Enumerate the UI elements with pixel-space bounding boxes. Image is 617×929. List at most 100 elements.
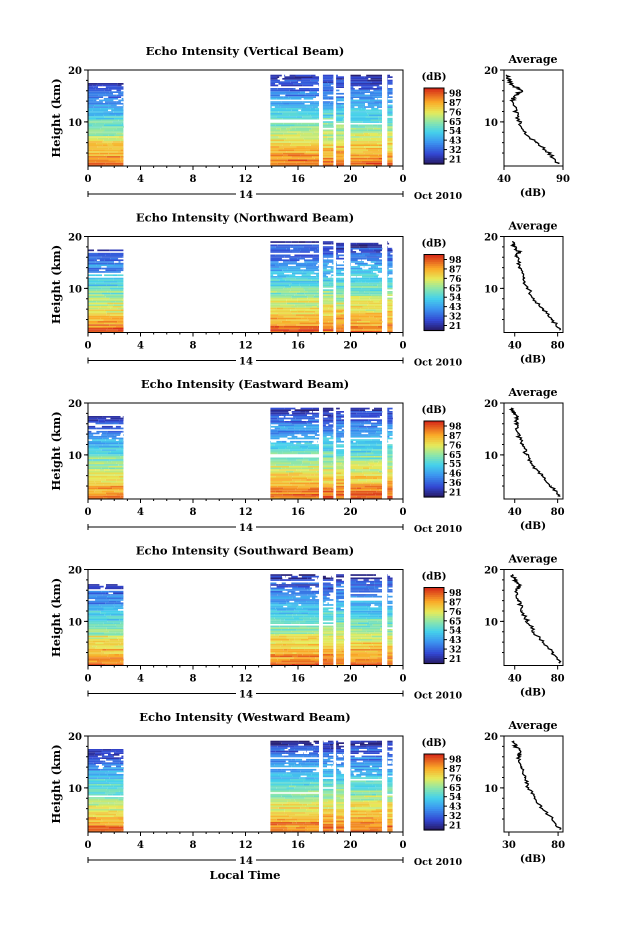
heatmap-cell	[122, 605, 124, 608]
heatmap-cell	[110, 307, 118, 310]
heatmap-cell	[322, 805, 334, 808]
heatmap-cell	[378, 264, 382, 267]
heatmap-cell	[322, 151, 334, 153]
heatmap-cell	[120, 783, 124, 786]
y-tick-label: 10	[68, 617, 82, 628]
heatmap-cell	[336, 267, 344, 270]
heatmap-cell	[387, 162, 393, 165]
heatmap-cell	[350, 312, 366, 315]
heatmap-cell	[336, 319, 344, 321]
heatmap-cell	[336, 327, 341, 330]
heatmap-cell	[368, 414, 380, 416]
heatmap-cell	[387, 655, 393, 658]
colorbar-segment	[424, 296, 444, 299]
heatmap-cell	[312, 407, 319, 410]
heatmap-cell	[270, 823, 278, 826]
heatmap-cell	[96, 84, 103, 87]
heatmap-cell	[387, 286, 393, 288]
heatmap-cell	[300, 154, 319, 157]
heatmap-cell	[368, 797, 382, 799]
heatmap-cell	[336, 102, 344, 105]
heatmap-cell	[113, 755, 114, 758]
heatmap-cell	[93, 86, 98, 88]
heatmap-cell	[350, 432, 362, 435]
colorbar-segment	[424, 466, 444, 470]
heatmap-cell	[322, 643, 334, 646]
heatmap-cell	[336, 309, 344, 311]
heatmap-cell	[88, 477, 101, 480]
heatmap-cell	[322, 152, 334, 155]
heatmap-cell	[291, 435, 298, 438]
heatmap-cell	[371, 424, 382, 426]
heatmap-cell	[109, 91, 121, 93]
colorbar-segment	[424, 265, 444, 269]
heatmap-cell	[270, 97, 277, 100]
colorbar-segment	[424, 655, 444, 659]
heatmap-cell	[387, 81, 393, 83]
heatmap-cell	[350, 462, 369, 465]
heatmap-cell	[270, 101, 282, 103]
heatmap-cell	[270, 782, 292, 784]
heatmap-cell	[116, 132, 123, 135]
heatmap-cell	[341, 419, 344, 421]
heatmap-cell	[118, 777, 124, 779]
heatmap-cell	[88, 657, 110, 659]
heatmap-cell	[88, 822, 100, 824]
x-tick-label: 12	[239, 674, 253, 685]
average-profile-point	[551, 318, 553, 321]
heatmap-cell	[302, 653, 319, 656]
heatmap-cell	[350, 629, 356, 631]
heatmap-cell	[105, 492, 120, 495]
colorbar-segment	[424, 453, 444, 456]
heatmap-cell	[342, 752, 344, 754]
heatmap-cell	[378, 435, 382, 438]
heatmap-cell	[88, 803, 99, 806]
heatmap-cell	[322, 157, 334, 160]
heatmap-cell	[322, 625, 334, 628]
heatmap-cell	[110, 104, 117, 107]
heatmap-cell	[88, 455, 102, 458]
heatmap-cell	[304, 744, 314, 746]
heatmap-cell	[270, 111, 279, 113]
heatmap-cell	[336, 487, 344, 490]
heatmap-cell	[381, 247, 383, 250]
heatmap-cell	[330, 489, 334, 491]
heatmap-cell	[103, 624, 116, 626]
colorbar-segment	[424, 116, 444, 119]
heatmap-cell	[88, 770, 109, 773]
heatmap-cell	[350, 422, 361, 425]
heatmap-cell	[270, 161, 285, 163]
heatmap-cell	[306, 151, 317, 153]
heatmap-cell	[350, 91, 361, 93]
heatmap-cell	[114, 262, 124, 265]
heatmap-cell	[302, 472, 319, 475]
heatmap-cell	[350, 327, 364, 330]
heatmap-cell	[88, 134, 103, 137]
heatmap-cell	[297, 452, 312, 455]
heatmap-cell	[88, 452, 108, 455]
heatmap-cell	[88, 129, 105, 132]
heatmap-cell	[336, 575, 344, 578]
heatmap-cell	[357, 320, 370, 323]
heatmap-cell	[88, 467, 102, 470]
heatmap-cell	[270, 487, 284, 490]
heatmap-cell	[387, 610, 393, 613]
heatmap-cell	[356, 495, 367, 498]
heatmap-cell	[312, 780, 319, 783]
heatmap-cell	[330, 267, 334, 270]
heatmap-cell	[322, 640, 334, 643]
heatmap-cell	[368, 763, 382, 766]
heatmap-cell	[309, 765, 317, 768]
colorbar-segment	[424, 640, 444, 644]
heatmap-cell	[117, 286, 124, 288]
heatmap-cell	[92, 124, 104, 127]
heatmap-cell	[100, 610, 121, 613]
heatmap-cell	[312, 630, 319, 633]
heatmap-cell	[291, 484, 305, 486]
heatmap-cell	[287, 490, 302, 493]
heatmap-cell	[350, 763, 368, 766]
heatmap-cell	[88, 800, 101, 803]
heatmap-cell	[366, 411, 382, 413]
heatmap-cell	[350, 277, 370, 280]
heatmap-cell	[359, 317, 377, 320]
